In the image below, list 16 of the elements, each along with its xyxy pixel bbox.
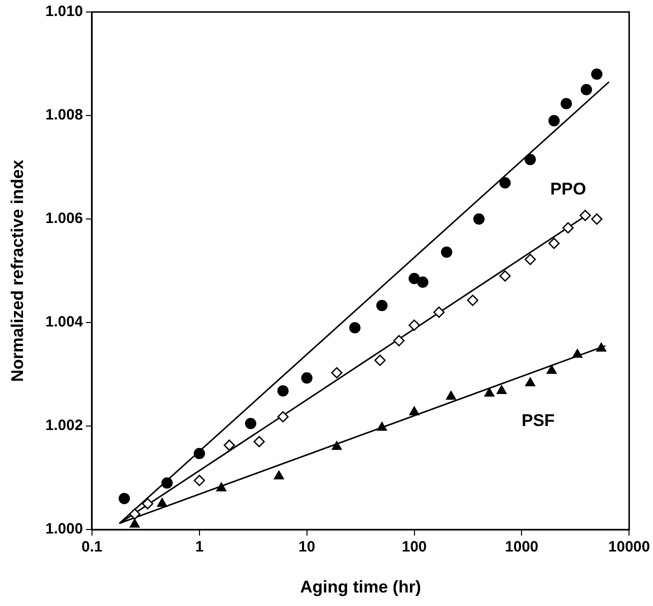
x-tick-label: 1000 [505, 538, 538, 556]
y-tick-label: 1.004 [45, 314, 84, 331]
y-tick-label: 1.000 [45, 520, 83, 538]
y-axis-title: Normalized refractive index [8, 159, 27, 382]
x-tick-label: 0.1 [82, 538, 102, 556]
y-tick-label: 1.008 [45, 106, 83, 124]
x-axis-title: Aging time (hr) [300, 577, 421, 596]
x-tick-label: 100 [402, 538, 427, 556]
series-label: PPO [550, 180, 586, 199]
x-tick-label: 10 [298, 538, 316, 556]
x-tick-label: 1 [195, 538, 204, 556]
series-label: PSF [522, 411, 555, 430]
y-tick-label: 1.002 [45, 417, 83, 434]
y-tick-label: 1.010 [45, 3, 83, 20]
x-tick-label: 10000 [608, 538, 650, 556]
y-tick-label: 1.006 [45, 210, 83, 228]
